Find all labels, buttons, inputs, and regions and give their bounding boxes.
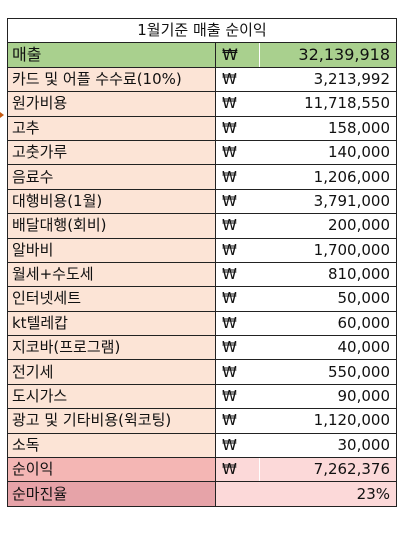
item-label[interactable]: 지코바(프로그램) — [7, 335, 216, 361]
item-label[interactable]: 원가비용 — [7, 91, 216, 117]
item-label[interactable]: 대행비용(1월) — [7, 188, 216, 215]
net-margin-label[interactable]: 순마진율 — [7, 481, 216, 507]
table-title[interactable]: 1월기준 매출 순이익 — [7, 17, 397, 44]
sales-value[interactable]: 32,139,918 — [259, 42, 397, 68]
currency-cell[interactable]: ₩ — [215, 286, 260, 312]
table-row: 인터넷세트 ₩50,000 — [7, 286, 397, 312]
currency-cell[interactable]: ₩ — [215, 261, 260, 288]
item-value[interactable]: 50,000 — [259, 286, 397, 312]
item-value[interactable]: 200,000 — [259, 213, 397, 239]
table-row: 도시가스 ₩90,000 — [7, 383, 397, 410]
table-row: 고추 ₩158,000 — [7, 115, 397, 141]
item-value[interactable]: 90,000 — [259, 383, 397, 410]
net-profit-value[interactable]: 7,262,376 — [259, 457, 397, 483]
table-row: 지코바(프로그램) ₩40,000 — [7, 335, 397, 361]
currency-cell[interactable]: ₩ — [215, 457, 260, 483]
sales-row: 매출 ₩ 32,139,918 — [7, 42, 397, 68]
table-row: 배달대행(회비) ₩200,000 — [7, 213, 397, 239]
item-value[interactable]: 810,000 — [259, 261, 397, 288]
net-margin-row: 순마진율 23% — [7, 481, 397, 507]
table-row: 카드 및 어플 수수료(10%) ₩3,213,992 — [7, 66, 397, 93]
currency-cell[interactable]: ₩ — [215, 213, 260, 239]
profit-table: 1월기준 매출 순이익 매출 ₩ 32,139,918 카드 및 어플 수수료(… — [7, 17, 397, 507]
currency-cell[interactable]: ₩ — [215, 359, 260, 385]
currency-cell[interactable]: ₩ — [215, 164, 260, 190]
currency-cell[interactable]: ₩ — [215, 139, 260, 166]
table-row: 음료수 ₩1,206,000 — [7, 164, 397, 190]
currency-cell[interactable]: ₩ — [215, 335, 260, 361]
item-label[interactable]: 카드 및 어플 수수료(10%) — [7, 66, 216, 93]
currency-cell[interactable]: ₩ — [215, 310, 260, 337]
item-label[interactable]: 소독 — [7, 432, 216, 459]
item-value[interactable]: 1,700,000 — [259, 237, 397, 263]
net-margin-value[interactable]: 23% — [215, 481, 397, 507]
item-label[interactable]: 도시가스 — [7, 383, 216, 410]
currency-cell[interactable]: ₩ — [215, 42, 260, 68]
item-label[interactable]: 음료수 — [7, 164, 216, 190]
table-row: 소독 ₩30,000 — [7, 432, 397, 459]
title-row: 1월기준 매출 순이익 — [7, 17, 397, 44]
item-value[interactable]: 1,120,000 — [259, 408, 397, 434]
item-value[interactable]: 140,000 — [259, 139, 397, 166]
item-value[interactable]: 60,000 — [259, 310, 397, 337]
row-marker-icon — [0, 112, 4, 118]
item-label[interactable]: 월세+수도세 — [7, 261, 216, 288]
item-label[interactable]: 배달대행(회비) — [7, 213, 216, 239]
item-value[interactable]: 3,213,992 — [259, 66, 397, 93]
currency-cell[interactable]: ₩ — [215, 408, 260, 434]
item-value[interactable]: 3,791,000 — [259, 188, 397, 215]
item-label[interactable]: kt텔레캅 — [7, 310, 216, 337]
item-value[interactable]: 550,000 — [259, 359, 397, 385]
currency-cell[interactable]: ₩ — [215, 188, 260, 215]
item-value[interactable]: 30,000 — [259, 432, 397, 459]
table-row: 고춧가루 ₩140,000 — [7, 139, 397, 166]
item-value[interactable]: 158,000 — [259, 115, 397, 141]
item-label[interactable]: 광고 및 기타비용(윅코팅) — [7, 408, 216, 434]
net-profit-row: 순이익 ₩ 7,262,376 — [7, 457, 397, 483]
item-label[interactable]: 고춧가루 — [7, 139, 216, 166]
item-label[interactable]: 알바비 — [7, 237, 216, 263]
currency-cell[interactable]: ₩ — [215, 237, 260, 263]
table-row: kt텔레캅 ₩60,000 — [7, 310, 397, 337]
sales-label[interactable]: 매출 — [7, 42, 216, 68]
table-row: 월세+수도세 ₩810,000 — [7, 261, 397, 288]
net-profit-label[interactable]: 순이익 — [7, 457, 216, 483]
item-label[interactable]: 인터넷세트 — [7, 286, 216, 312]
currency-cell[interactable]: ₩ — [215, 91, 260, 117]
item-value[interactable]: 40,000 — [259, 335, 397, 361]
table-row: 알바비 ₩1,700,000 — [7, 237, 397, 263]
item-label[interactable]: 전기세 — [7, 359, 216, 385]
table-row: 대행비용(1월) ₩3,791,000 — [7, 188, 397, 215]
table-row: 전기세 ₩550,000 — [7, 359, 397, 385]
currency-cell[interactable]: ₩ — [215, 383, 260, 410]
item-value[interactable]: 11,718,550 — [259, 91, 397, 117]
currency-cell[interactable]: ₩ — [215, 66, 260, 93]
item-label[interactable]: 고추 — [7, 115, 216, 141]
currency-cell[interactable]: ₩ — [215, 432, 260, 459]
expense-items: 카드 및 어플 수수료(10%) ₩3,213,992 원가비용 ₩11,718,55… — [7, 66, 397, 459]
item-value[interactable]: 1,206,000 — [259, 164, 397, 190]
table-row: 원가비용 ₩11,718,550 — [7, 91, 397, 117]
table-row: 광고 및 기타비용(윅코팅) ₩1,120,000 — [7, 408, 397, 434]
currency-cell[interactable]: ₩ — [215, 115, 260, 141]
